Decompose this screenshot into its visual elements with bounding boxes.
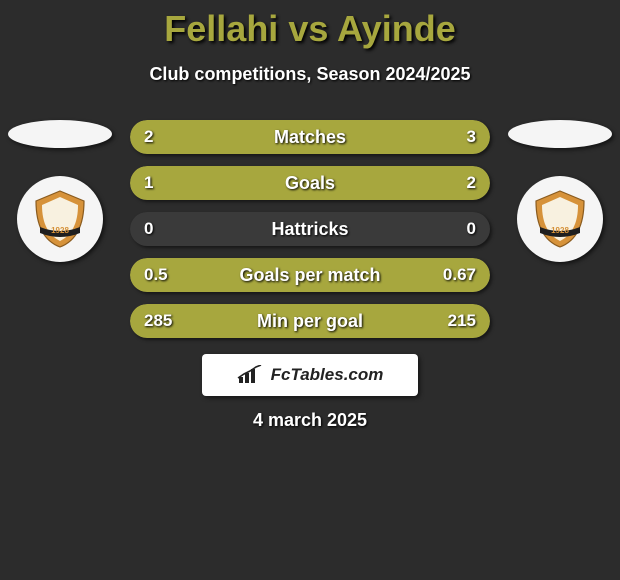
stats-container: 23Matches 12Goals 00Hattricks 0.50.67Goals …: [130, 120, 490, 338]
right-club-badge: 1928: [517, 176, 603, 262]
bar-chart-icon: [237, 365, 263, 385]
stat-label: Hattricks: [130, 212, 490, 246]
stat-row: 285215Min per goal: [130, 304, 490, 338]
page-subtitle: Club competitions, Season 2024/2025: [0, 64, 620, 85]
badge-year: 1928: [51, 226, 69, 235]
branding-text: FcTables.com: [271, 365, 384, 385]
stat-label: Goals: [130, 166, 490, 200]
left-player-column: 1928: [0, 120, 120, 262]
branding-badge: FcTables.com: [202, 354, 418, 396]
left-club-badge: 1928: [17, 176, 103, 262]
stat-label: Min per goal: [130, 304, 490, 338]
stat-label: Goals per match: [130, 258, 490, 292]
badge-year: 1928: [551, 226, 569, 235]
right-player-silhouette: [508, 120, 612, 148]
date-label: 4 march 2025: [0, 410, 620, 431]
stat-label: Matches: [130, 120, 490, 154]
stat-row: 23Matches: [130, 120, 490, 154]
shield-icon: 1928: [30, 189, 90, 249]
stat-row: 0.50.67Goals per match: [130, 258, 490, 292]
left-player-silhouette: [8, 120, 112, 148]
stat-row: 12Goals: [130, 166, 490, 200]
right-player-column: 1928: [500, 120, 620, 262]
stat-row: 00Hattricks: [130, 212, 490, 246]
shield-icon: 1928: [530, 189, 590, 249]
page-title: Fellahi vs Ayinde: [0, 0, 620, 50]
